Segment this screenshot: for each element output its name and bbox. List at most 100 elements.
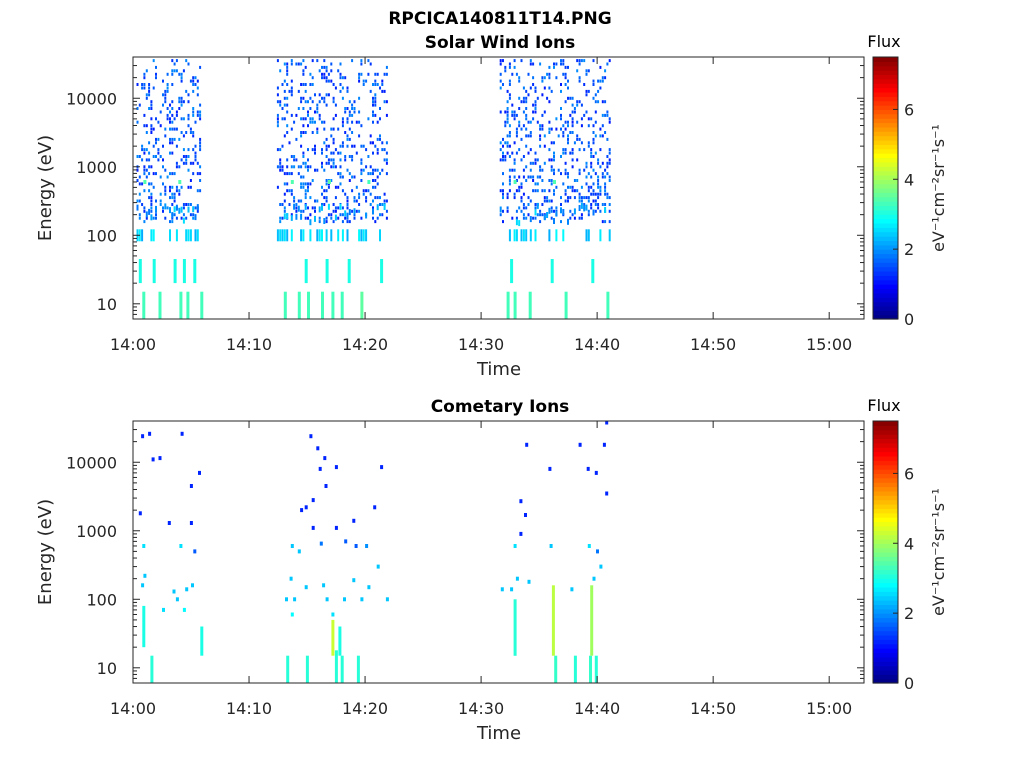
flux-cell <box>162 103 164 107</box>
flux-cell <box>297 165 300 169</box>
plot-frame <box>132 56 865 320</box>
flux-cell <box>164 216 167 220</box>
flux-cell <box>499 72 502 76</box>
flux-cell <box>562 62 565 66</box>
flux-cell <box>290 155 293 158</box>
flux-cell <box>318 69 321 73</box>
flux-cell <box>372 208 374 215</box>
flux-cell <box>302 131 305 134</box>
colorbar-segment <box>873 634 898 640</box>
flux-cell <box>307 148 309 152</box>
flux-cell <box>590 151 593 155</box>
colorbar-segment <box>873 305 898 311</box>
flux-cell <box>372 172 374 176</box>
flux-cell <box>543 144 546 148</box>
flux-cell <box>506 89 509 93</box>
flux-cell <box>583 113 586 117</box>
flux-cell <box>608 59 611 63</box>
colorbar-segment <box>873 153 898 159</box>
flux-cell <box>321 72 323 76</box>
flux-cell <box>141 83 144 86</box>
flux-cell <box>585 72 588 76</box>
flux-cell <box>571 103 574 107</box>
flux-cell <box>304 83 307 86</box>
flux-cell <box>314 151 316 155</box>
flux-cell <box>502 220 504 224</box>
flux-cell <box>327 79 330 83</box>
flux-cell <box>162 79 164 83</box>
flux-cell <box>344 131 347 134</box>
flux-cell <box>522 175 525 179</box>
flux-cell <box>276 120 279 124</box>
colorbar-segment <box>873 279 898 285</box>
colorbar-tick-label: 4 <box>904 170 914 189</box>
flux-cell <box>583 168 586 172</box>
flux-cell <box>376 151 379 155</box>
flux-cell <box>555 185 558 189</box>
flux-cell <box>318 466 322 471</box>
flux-cell <box>281 229 284 242</box>
flux-cell <box>374 185 377 189</box>
colorbar-segment <box>873 569 898 575</box>
flux-cell <box>334 196 337 200</box>
flux-cell <box>592 189 595 193</box>
flux-cell <box>199 165 202 169</box>
flux-cell <box>571 165 574 169</box>
flux-cell <box>293 165 296 169</box>
flux-cell <box>300 144 303 148</box>
flux-cell <box>362 192 365 196</box>
colorbar-segment <box>873 521 898 527</box>
flux-cell <box>590 175 593 179</box>
flux-cell <box>348 179 351 182</box>
flux-cell <box>353 100 356 104</box>
flux-cell <box>148 89 151 93</box>
flux-cell <box>573 107 576 110</box>
flux-cell <box>562 229 565 242</box>
flux-cell <box>157 158 160 162</box>
flux-cell <box>323 59 326 63</box>
flux-cell <box>304 161 307 165</box>
flux-cell <box>534 161 537 165</box>
flux-cell <box>606 165 609 169</box>
flux-cell <box>499 213 502 217</box>
flux-cell <box>325 144 328 148</box>
flux-cell <box>194 120 197 124</box>
flux-cell <box>341 96 344 100</box>
flux-cell <box>522 229 525 242</box>
flux-cell <box>295 113 298 117</box>
flux-cell <box>321 203 323 206</box>
colorbar-segment <box>873 57 898 62</box>
colorbar-segment <box>873 608 898 614</box>
x-tick-label: 14:20 <box>342 699 388 718</box>
flux-cell <box>325 76 328 80</box>
colorbar-segment <box>873 630 898 636</box>
flux-cell <box>520 127 523 131</box>
flux-cell <box>194 151 197 155</box>
flux-cell <box>578 205 581 211</box>
flux-cell <box>314 148 316 152</box>
flux-cell <box>138 199 141 203</box>
flux-cell <box>344 216 347 220</box>
flux-cell <box>344 210 347 217</box>
flux-cell <box>187 168 190 172</box>
flux-cell <box>166 175 169 179</box>
flux-cell <box>196 204 199 211</box>
colorbar-segment <box>873 83 898 89</box>
cometary-panel: Cometary Ions 14:00 14:10 14:20 14:30 14:40 1… <box>35 396 948 744</box>
flux-cell <box>502 155 504 158</box>
flux-cell <box>365 148 368 152</box>
flux-cell <box>290 192 293 196</box>
colorbar-segment <box>873 249 898 255</box>
flux-cell <box>520 209 523 213</box>
flux-cell <box>499 148 502 152</box>
flux-cell <box>585 196 588 200</box>
flux-cell <box>555 62 558 66</box>
flux-cell <box>562 209 565 215</box>
flux-cell <box>383 72 386 76</box>
flux-cell <box>187 148 190 152</box>
flux-cell <box>194 144 197 148</box>
flux-cell <box>380 465 384 470</box>
flux-cell <box>594 120 597 124</box>
flux-cell <box>522 155 525 158</box>
